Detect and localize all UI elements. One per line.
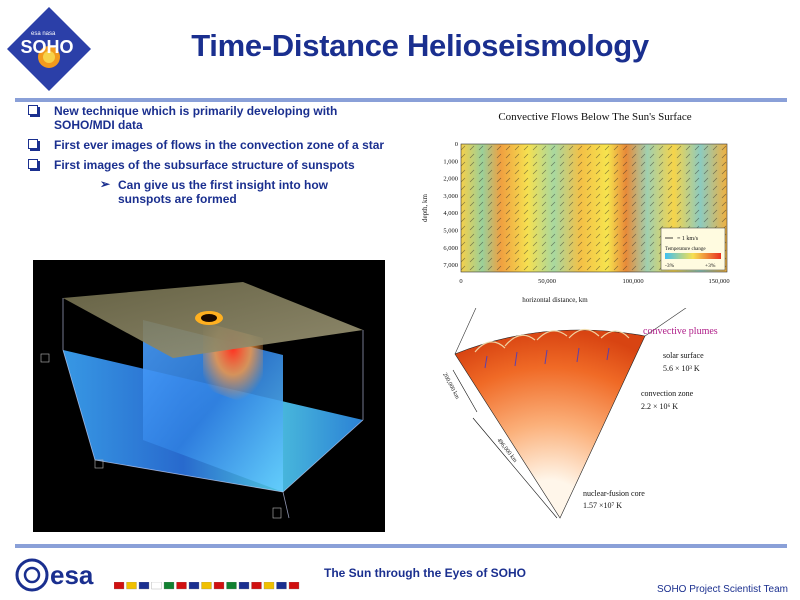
- y-tick-label: 6,000: [443, 245, 458, 252]
- bullet-text: New technique which is primarily develop…: [54, 104, 338, 132]
- flag-icon: [126, 582, 137, 590]
- diagram-core-temp: 1.57 ×10⁷ K: [583, 501, 622, 510]
- legend-min: -3%: [665, 263, 675, 269]
- bullet-list: New technique which is primarily develop…: [28, 104, 388, 212]
- legend-max: +3%: [705, 263, 716, 269]
- esa-logo-text: esa: [50, 560, 94, 590]
- sub-bullet-text: Can give us the first insight into how s…: [118, 178, 329, 206]
- flow-chart-ylabel: depth, km: [421, 193, 429, 222]
- esa-logo: esa: [15, 558, 94, 592]
- checkbox-bullet-icon: [28, 105, 38, 115]
- x-tick-label: 50,000: [538, 278, 556, 285]
- y-tick-label: 1,000: [443, 158, 458, 165]
- flag-icon: [201, 582, 212, 590]
- bullet-item: First ever images of flows in the convec…: [28, 138, 388, 152]
- legend-arrow-label: = 1 km/s: [677, 236, 699, 242]
- soho-logo-small-text: esa nasa: [31, 31, 56, 37]
- flag-icon: [288, 582, 300, 590]
- diagram-surface-temp: 5.6 × 10³ K: [663, 364, 700, 373]
- checkbox-bullet-icon: [28, 159, 38, 169]
- y-tick-label: 5,000: [443, 227, 458, 234]
- diagram-depth1: 200,000 km: [441, 372, 460, 400]
- flag-icon: [138, 582, 150, 590]
- page-title: Time-Distance Helioseismology: [191, 28, 649, 63]
- sunspot-3d-image: [33, 260, 385, 532]
- diagram-plumes-label: convective plumes: [643, 326, 718, 337]
- legend-bar-title: Temperature change: [665, 247, 706, 252]
- y-tick-label: 3,000: [443, 193, 458, 200]
- diagram-zone-label: convection zone: [641, 389, 694, 398]
- arrow-bullet-icon: ➢: [100, 177, 111, 191]
- legend-color-bar: [665, 253, 721, 259]
- footer-divider: [15, 544, 787, 548]
- header-divider: [15, 98, 787, 102]
- flag-icon: [276, 582, 287, 590]
- diagram-core-label: nuclear-fusion core: [583, 489, 645, 498]
- flag-icon: [151, 582, 162, 590]
- y-tick-label: 2,000: [443, 176, 458, 183]
- x-tick-label: 0: [459, 278, 462, 285]
- x-tick-label: 100,000: [622, 278, 643, 285]
- diagram-zone-temp: 2.2 × 10⁶ K: [641, 402, 678, 411]
- bullet-item: First images of the subsurface structure…: [28, 158, 388, 172]
- flow-chart-xlabel: horizontal distance, km: [522, 296, 588, 304]
- x-tick-label: 150,000: [708, 278, 729, 285]
- soho-logo-text: SOHO: [20, 37, 73, 57]
- flag-icon: [251, 582, 262, 590]
- footer-title: The Sun through the Eyes of SOHO: [323, 566, 526, 580]
- convective-flow-chart: = 1 km/s Temperature change -3% +3% 0 1,0…: [421, 141, 730, 304]
- flag-icon: [163, 582, 175, 590]
- flow-chart-title: Convective Flows Below The Sun's Surface: [498, 111, 692, 123]
- flag-icon: [188, 582, 200, 590]
- y-tick-label: 0: [455, 141, 458, 148]
- bullet-text: First images of the subsurface structure…: [54, 158, 355, 172]
- bullet-item: New technique which is primarily develop…: [28, 104, 388, 132]
- flag-icon: [263, 582, 275, 590]
- flag-icon: [176, 582, 187, 590]
- sub-bullet-item: ➢ Can give us the first insight into how …: [90, 177, 368, 206]
- footer-credit: SOHO Project Scientist Team: [657, 584, 788, 595]
- sun-cross-section-diagram: convective plumes solar surface 5.6 × 10…: [441, 308, 718, 519]
- y-tick-label: 4,000: [443, 210, 458, 217]
- checkbox-bullet-icon: [28, 139, 38, 149]
- flag-icon: [114, 582, 125, 590]
- flag-icon: [238, 582, 250, 590]
- soho-logo: SOHO esa nasa: [7, 7, 91, 91]
- flag-icon: [226, 582, 237, 590]
- flow-legend: = 1 km/s Temperature change -3% +3%: [660, 227, 726, 271]
- bullet-text: First ever images of flows in the convec…: [54, 138, 385, 152]
- member-flags: [114, 582, 300, 590]
- flag-icon: [213, 582, 225, 590]
- y-tick-label: 7,000: [443, 262, 458, 269]
- diagram-surface-label: solar surface: [663, 351, 704, 360]
